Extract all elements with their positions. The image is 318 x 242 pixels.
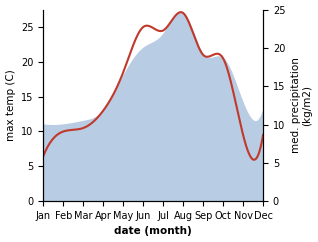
Y-axis label: med. precipitation
(kg/m2): med. precipitation (kg/m2) — [291, 57, 313, 153]
X-axis label: date (month): date (month) — [114, 227, 192, 236]
Y-axis label: max temp (C): max temp (C) — [5, 69, 16, 141]
